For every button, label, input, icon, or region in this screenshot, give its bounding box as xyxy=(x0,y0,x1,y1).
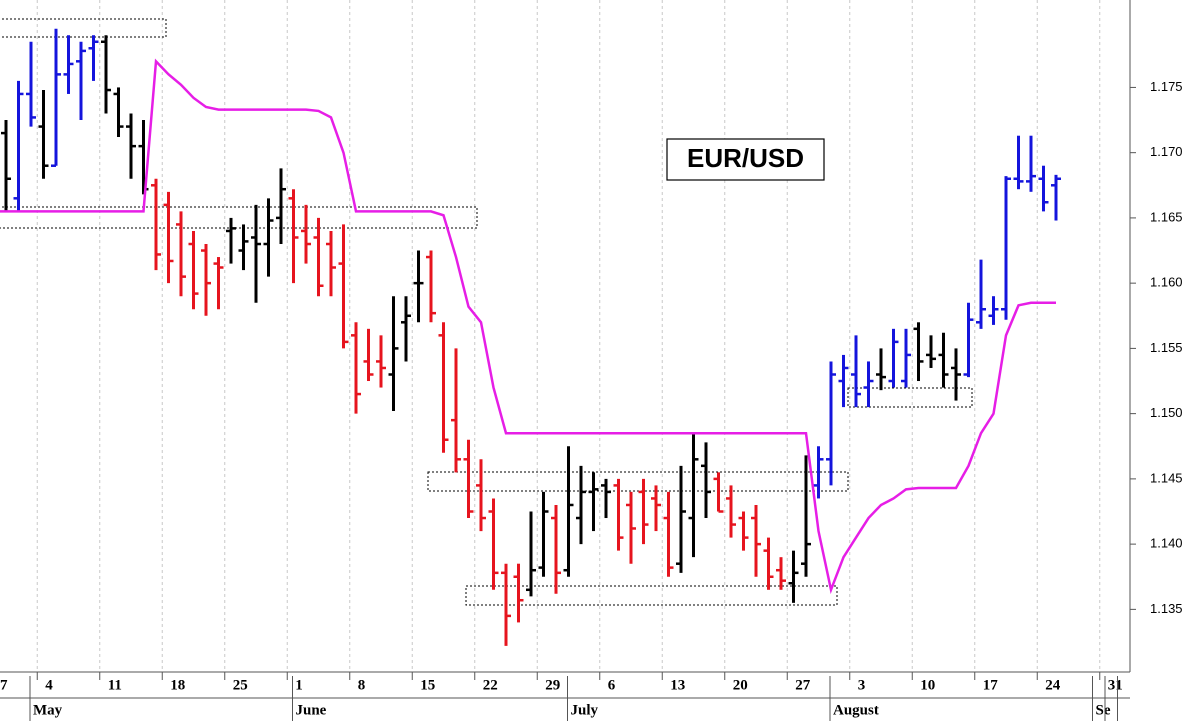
zone-box xyxy=(427,471,849,492)
zone-box xyxy=(0,18,167,38)
x-tick-label: 27 xyxy=(795,677,811,693)
x-tick-label: 18 xyxy=(170,677,185,693)
x-tick-label: 6 xyxy=(608,677,616,693)
x-tick-label: 1 xyxy=(295,677,303,693)
y-tick-label: 1.170 xyxy=(1150,144,1183,159)
x-tick-label: 7 xyxy=(0,677,8,693)
y-tick-label: 1.165 xyxy=(1150,209,1183,224)
y-tick-label: 1.140 xyxy=(1150,536,1183,551)
axis-labels: 1.135 1.140 1.145 1.150 1.155 1.160 1.165 1.170… xyxy=(0,79,1183,721)
y-tick-label: 1.175 xyxy=(1150,79,1183,94)
zone-box xyxy=(847,387,973,408)
zone-box xyxy=(0,206,478,229)
y-tick-label: 1.150 xyxy=(1150,405,1183,420)
month-label: July xyxy=(571,702,599,718)
x-tick-label: 8 xyxy=(358,677,366,693)
month-label: Se xyxy=(1096,702,1111,718)
plot xyxy=(0,28,1061,646)
title-box xyxy=(666,138,825,181)
x-tick-label: 4 xyxy=(45,677,53,693)
x-tick-label: 17 xyxy=(983,677,999,693)
chart-title: EUR/USD xyxy=(687,143,804,173)
x-tick-label: 24 xyxy=(1045,677,1061,693)
x-tick-label: 15 xyxy=(420,677,435,693)
x-tick-label: 11 xyxy=(108,677,122,693)
grid xyxy=(36,0,1101,672)
month-label: August xyxy=(833,702,879,718)
y-tick-label: 1.160 xyxy=(1150,275,1183,290)
zone-box xyxy=(465,585,838,606)
x-tick-label: 29 xyxy=(545,677,560,693)
axes xyxy=(0,0,1131,699)
x-tick-label: 31 xyxy=(1108,677,1123,693)
month-label: June xyxy=(296,702,327,718)
x-tick-label: 25 xyxy=(233,677,248,693)
x-tick-label: 13 xyxy=(670,677,685,693)
stop-line xyxy=(0,58,1056,595)
y-tick-label: 1.135 xyxy=(1150,601,1183,616)
y-tick-label: 1.145 xyxy=(1150,470,1183,485)
x-tick-label: 20 xyxy=(733,677,748,693)
zones xyxy=(0,18,973,606)
x-tick-label: 10 xyxy=(920,677,935,693)
y-tick-label: 1.155 xyxy=(1150,340,1183,355)
x-tick-label: 22 xyxy=(483,677,498,693)
x-tick-label: 3 xyxy=(858,677,866,693)
month-label: May xyxy=(33,702,63,718)
